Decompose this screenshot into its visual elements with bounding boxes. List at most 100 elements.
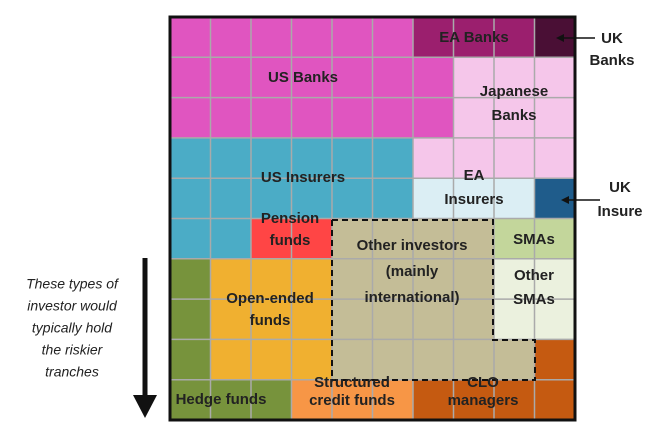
cell bbox=[494, 57, 535, 99]
cell bbox=[494, 97, 535, 139]
grid-lines bbox=[170, 17, 575, 420]
region-label: US Banks bbox=[268, 69, 338, 86]
cell bbox=[332, 178, 373, 219]
cell bbox=[170, 137, 211, 179]
cell bbox=[210, 299, 252, 340]
cell bbox=[413, 17, 454, 58]
cell bbox=[453, 218, 495, 260]
cell bbox=[251, 57, 292, 99]
cell bbox=[210, 178, 252, 219]
outer-border bbox=[168, 15, 577, 422]
cell bbox=[534, 339, 576, 381]
cell bbox=[251, 218, 292, 260]
region-label: Insurers bbox=[444, 191, 503, 208]
cell bbox=[534, 57, 576, 99]
region-label: EA Banks bbox=[439, 29, 508, 46]
cell bbox=[372, 258, 414, 300]
region-label: Banks bbox=[491, 107, 536, 124]
cell bbox=[534, 137, 576, 179]
cell bbox=[453, 178, 495, 219]
cell bbox=[170, 258, 211, 300]
cell bbox=[170, 218, 211, 260]
cell bbox=[210, 218, 252, 260]
cell bbox=[210, 97, 252, 139]
region-label: SMAs bbox=[513, 231, 555, 248]
cell bbox=[332, 137, 373, 179]
cell bbox=[494, 137, 535, 179]
cell bbox=[453, 137, 495, 179]
cell bbox=[291, 178, 333, 219]
region-label: Pension bbox=[261, 210, 319, 227]
cell bbox=[291, 57, 333, 99]
cell bbox=[494, 258, 535, 300]
cell bbox=[494, 379, 535, 421]
cell bbox=[170, 379, 211, 421]
cell bbox=[291, 97, 333, 139]
region-label: US Insurers bbox=[261, 169, 345, 186]
cell bbox=[372, 57, 414, 99]
cell bbox=[494, 178, 535, 219]
cell bbox=[332, 218, 373, 260]
cell bbox=[534, 178, 576, 219]
note-text: These types of bbox=[26, 276, 120, 292]
cell bbox=[291, 258, 333, 300]
cell bbox=[210, 57, 252, 99]
cell bbox=[453, 97, 495, 139]
cell bbox=[413, 178, 454, 219]
cell bbox=[453, 57, 495, 99]
cell bbox=[291, 218, 333, 260]
cell bbox=[332, 97, 373, 139]
cell bbox=[372, 17, 414, 58]
cell bbox=[210, 17, 252, 58]
cell bbox=[494, 17, 535, 58]
cell bbox=[291, 137, 333, 179]
cell bbox=[251, 258, 292, 300]
cell bbox=[210, 379, 252, 421]
cell bbox=[372, 178, 414, 219]
region-label: CLO bbox=[467, 374, 499, 391]
cell bbox=[291, 379, 333, 421]
region-label: EA bbox=[464, 167, 485, 184]
cell bbox=[534, 258, 576, 300]
cell bbox=[534, 299, 576, 340]
note-text: typically hold bbox=[32, 320, 113, 336]
cell bbox=[413, 218, 454, 260]
cell bbox=[251, 178, 292, 219]
region-label: Open-ended bbox=[226, 290, 314, 307]
grid bbox=[170, 17, 576, 421]
cell bbox=[372, 218, 414, 260]
cell bbox=[453, 379, 495, 421]
callout-label: UK bbox=[609, 179, 631, 196]
labels: EA Banks US Banks Japanese Banks US Insurers… bbox=[26, 29, 642, 409]
cell bbox=[170, 299, 211, 340]
cell bbox=[413, 137, 454, 179]
callout-label: Insure bbox=[597, 203, 642, 220]
region-label: SMAs bbox=[513, 291, 555, 308]
arrow-head bbox=[556, 34, 564, 42]
cell bbox=[413, 339, 454, 381]
cell bbox=[372, 299, 414, 340]
region-label: (mainly bbox=[386, 263, 439, 280]
region-label: credit funds bbox=[309, 392, 395, 409]
cell bbox=[372, 137, 414, 179]
cell bbox=[251, 97, 292, 139]
cell bbox=[372, 97, 414, 139]
cell bbox=[372, 339, 414, 381]
cell bbox=[251, 137, 292, 179]
region-label: funds bbox=[250, 312, 291, 329]
cell bbox=[251, 299, 292, 340]
cell bbox=[210, 339, 252, 381]
cell bbox=[453, 258, 495, 300]
cell bbox=[413, 299, 454, 340]
cell bbox=[210, 137, 252, 179]
cell bbox=[494, 218, 535, 260]
region-label: Hedge funds bbox=[176, 391, 267, 408]
callout-label: Banks bbox=[589, 52, 634, 69]
cell bbox=[170, 17, 211, 58]
cell bbox=[534, 97, 576, 139]
region-label: managers bbox=[448, 392, 519, 409]
cell bbox=[534, 379, 576, 421]
cell bbox=[291, 299, 333, 340]
cell bbox=[332, 258, 373, 300]
cell bbox=[494, 299, 535, 340]
